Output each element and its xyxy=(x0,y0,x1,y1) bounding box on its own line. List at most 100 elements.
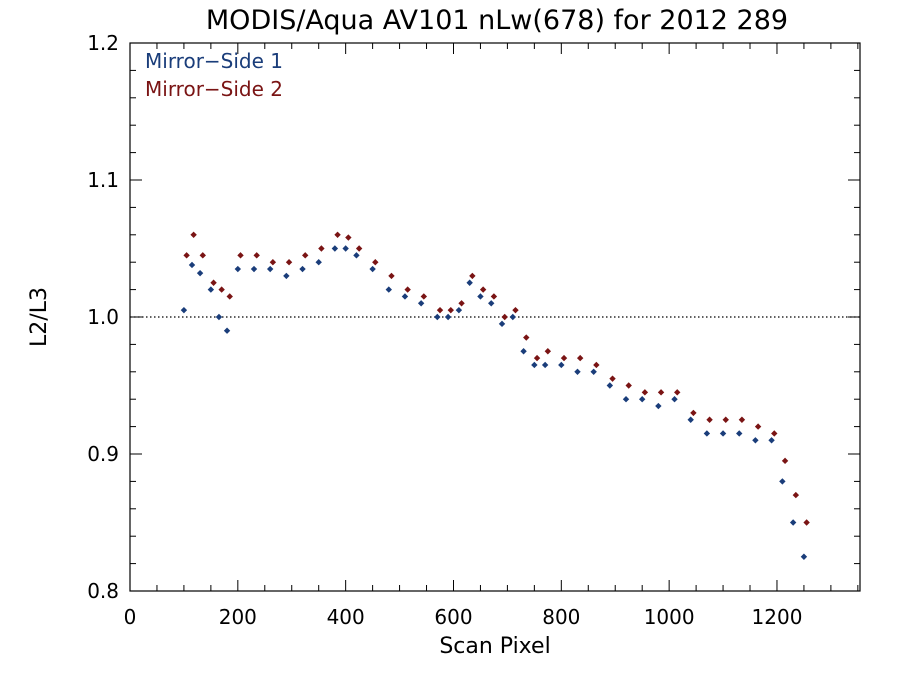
series-2-point xyxy=(792,491,800,499)
series-1-point xyxy=(768,437,775,444)
series-1-point xyxy=(444,313,452,321)
series-2-point xyxy=(199,252,206,259)
x-tick-label: 800 xyxy=(542,605,580,629)
series-1-point xyxy=(671,396,678,403)
y-axis-label: L2/L3 xyxy=(27,287,52,347)
series-2-point xyxy=(625,382,632,389)
series-2-point xyxy=(609,375,616,382)
x-tick-label: 0 xyxy=(124,605,137,629)
series-1-point xyxy=(401,293,409,300)
series-1-point xyxy=(531,361,538,369)
series-2-point xyxy=(501,313,508,321)
y-tick-label: 1.1 xyxy=(87,168,119,192)
series-1-point xyxy=(703,430,711,437)
series-2-point xyxy=(641,389,649,396)
series-1-point xyxy=(638,396,646,403)
series-1-point xyxy=(266,265,274,273)
series-2-point xyxy=(210,279,217,286)
series-2-point xyxy=(404,286,411,293)
series-1-point xyxy=(196,269,204,277)
series-2-point xyxy=(738,416,746,423)
series-2-point xyxy=(183,252,190,259)
legend-item-mirror-side-1: Mirror−Side 1 xyxy=(145,49,283,73)
series-1-point xyxy=(434,313,441,321)
series-1-point xyxy=(342,245,349,252)
series-1-point xyxy=(234,265,242,273)
series-2-point xyxy=(237,252,244,259)
series-2-point xyxy=(690,409,697,417)
series-2-point xyxy=(447,306,454,314)
series-2-point xyxy=(781,457,789,465)
series-2-point xyxy=(674,389,681,396)
series-2-point xyxy=(771,430,778,437)
x-axis-label: Scan Pixel xyxy=(439,634,550,659)
legend: Mirror−Side 1 Mirror−Side 2 xyxy=(145,49,283,101)
series-1-point xyxy=(622,396,630,403)
series-2-point xyxy=(345,234,352,241)
series-1-point xyxy=(466,279,473,286)
series-1-point xyxy=(207,286,215,293)
series-1-point xyxy=(719,430,727,437)
series-2-point xyxy=(285,259,293,266)
series-1-point xyxy=(369,265,376,273)
series-1-point xyxy=(331,245,339,252)
series-2-point xyxy=(269,259,277,266)
series-2-point xyxy=(479,286,487,293)
series-2-point xyxy=(253,252,260,259)
series-2-point xyxy=(512,306,519,314)
series-2-point xyxy=(803,519,810,526)
series-1-point xyxy=(488,300,495,307)
series-2-point xyxy=(523,334,530,341)
series-1-point xyxy=(498,320,506,328)
series-1-point xyxy=(188,261,196,269)
series-2-point xyxy=(533,354,541,362)
y-tick-label: 0.9 xyxy=(87,442,119,466)
x-tick-label: 200 xyxy=(219,605,257,629)
series-2-point xyxy=(706,416,713,423)
series-1-point xyxy=(574,368,581,375)
series-2-point xyxy=(218,286,225,293)
series-1-point xyxy=(520,348,527,355)
series-1-point xyxy=(180,306,188,314)
series-2-point xyxy=(355,245,363,252)
series-2-point xyxy=(226,293,233,300)
legend-item-mirror-side-2: Mirror−Side 2 xyxy=(145,77,283,101)
series-1-point xyxy=(606,382,614,389)
series-1-point xyxy=(558,361,565,369)
series-2-point xyxy=(657,389,665,396)
series-2-point xyxy=(302,252,309,259)
x-tick-label: 1200 xyxy=(752,605,803,629)
series-2 xyxy=(183,231,810,526)
series-2-point xyxy=(458,300,465,307)
series-1-point xyxy=(509,313,516,321)
series-1-point xyxy=(655,402,662,410)
series-1 xyxy=(180,245,808,560)
series-1-point xyxy=(477,293,484,300)
series-2-point xyxy=(560,354,568,362)
series-1-point xyxy=(590,368,597,375)
series-2-point xyxy=(469,272,476,280)
series-1-point xyxy=(417,300,425,307)
series-1-point xyxy=(736,430,743,437)
series-1-point xyxy=(800,553,808,560)
series-1-point xyxy=(353,252,360,259)
x-tick-label: 400 xyxy=(327,605,365,629)
series-2-point xyxy=(490,293,498,300)
series-2-point xyxy=(576,354,584,362)
y-tick-label: 0.8 xyxy=(87,579,119,603)
chart-title: MODIS/Aqua AV101 nLw(678) for 2012 289 xyxy=(206,5,788,36)
series-1-point xyxy=(250,265,258,273)
series-2-point xyxy=(544,348,552,355)
series-1-point xyxy=(455,306,463,314)
series-1-point xyxy=(779,478,786,485)
series-1-point xyxy=(789,519,797,526)
series-1-point xyxy=(752,437,759,444)
x-tick-label: 1000 xyxy=(644,605,695,629)
series-2-point xyxy=(388,272,395,280)
series-1-point xyxy=(687,416,694,423)
series-1-point xyxy=(315,259,322,266)
y-tick-label: 1.0 xyxy=(87,305,119,329)
y-tick-label: 1.2 xyxy=(87,31,119,55)
series-1-point xyxy=(223,327,231,334)
series-1-point xyxy=(283,272,290,280)
